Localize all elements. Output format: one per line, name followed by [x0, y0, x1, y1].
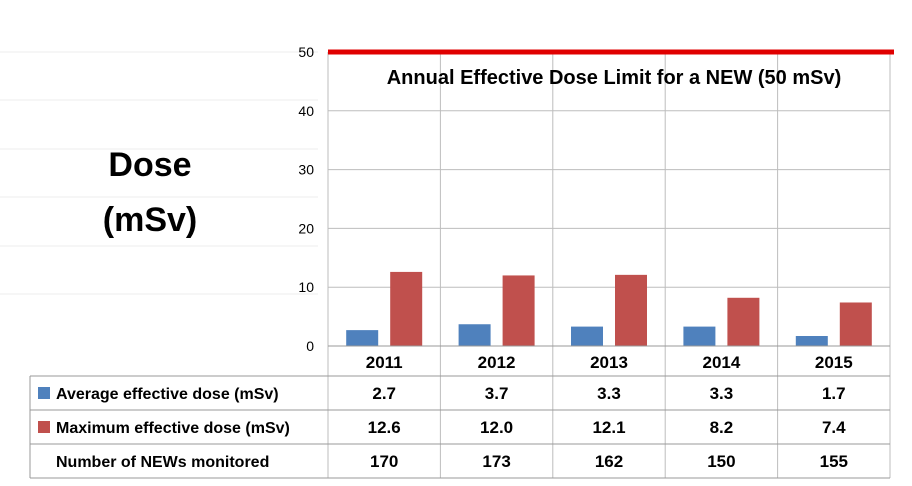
y-tick-label: 0	[306, 338, 314, 354]
y-tick-label: 10	[298, 279, 314, 295]
bar-series-2-2015	[839, 302, 872, 346]
category-label-2011: 2011	[366, 353, 403, 372]
table-cell-2013: 162	[595, 452, 623, 471]
data-label-series-1-2013: 3.3	[597, 384, 621, 403]
data-label-series-2-2011: 12.6	[368, 418, 401, 437]
bar-series-1-2014	[683, 326, 716, 346]
data-label-series-1-2015: 1.7	[822, 384, 846, 403]
y-axis-label-line2: (mSv)	[103, 201, 197, 239]
data-label-series-1-2012: 3.7	[485, 384, 509, 403]
bar-series-1-2011	[346, 330, 379, 346]
y-tick-label: 20	[298, 220, 314, 236]
legend-key-series-1	[38, 387, 50, 399]
bar-series-1-2015	[795, 336, 828, 346]
data-label-series-2-2015: 7.4	[822, 418, 846, 437]
data-label-series-2-2012: 12.0	[480, 418, 513, 437]
bar-series-1-2013	[571, 326, 603, 346]
bar-series-2-2012	[502, 275, 535, 346]
limit-line-label: Annual Effective Dose Limit for a NEW (5…	[387, 67, 842, 89]
table-cell-2014: 150	[707, 452, 735, 471]
y-tick-label: 30	[298, 162, 314, 178]
bar-series-2-2014	[727, 297, 760, 346]
legend-key-series-2	[38, 421, 50, 433]
legend-label-series-2: Maximum effective dose (mSv)	[56, 420, 290, 437]
bar-series-2-2011	[390, 271, 423, 346]
data-label-series-2-2013: 12.1	[592, 418, 625, 437]
category-label-2013: 2013	[590, 353, 628, 372]
bar-series-2-2013	[615, 274, 647, 346]
y-tick-label: 50	[298, 44, 314, 60]
y-tick-label: 40	[298, 103, 314, 119]
legend-label-series-1: Average effective dose (mSv)	[56, 386, 279, 403]
table-cell-2015: 155	[820, 452, 848, 471]
table-row-label: Number of NEWs monitored	[56, 454, 269, 471]
category-label-2015: 2015	[815, 353, 853, 372]
bar-series-1-2012	[458, 324, 491, 346]
data-label-series-1-2011: 2.7	[372, 384, 396, 403]
data-label-series-2-2014: 8.2	[710, 418, 734, 437]
category-label-2014: 2014	[702, 353, 740, 372]
category-label-2012: 2012	[478, 353, 516, 372]
y-axis-label-line1: Dose	[108, 146, 191, 184]
table-cell-2011: 170	[370, 452, 398, 471]
table-cell-2012: 173	[482, 452, 510, 471]
data-label-series-1-2014: 3.3	[710, 384, 734, 403]
